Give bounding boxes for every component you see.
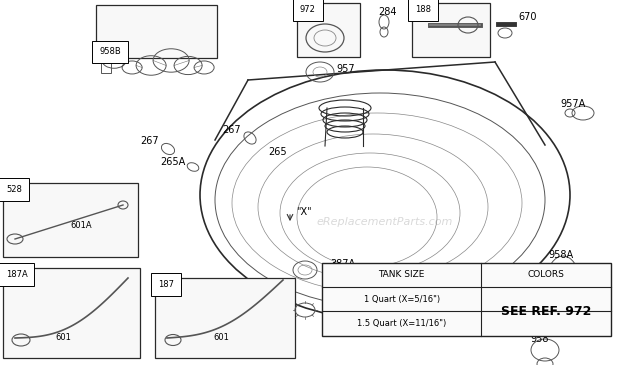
Text: 958: 958 — [530, 334, 549, 344]
Text: 387A: 387A — [330, 259, 355, 269]
Bar — [3, 183, 138, 257]
Bar — [412, 3, 490, 57]
Text: 267: 267 — [222, 125, 241, 135]
Bar — [3, 268, 140, 358]
Text: 601: 601 — [213, 333, 229, 342]
Text: 284: 284 — [378, 7, 397, 17]
Bar — [155, 278, 295, 358]
Text: 972: 972 — [300, 5, 316, 14]
Bar — [96, 5, 217, 58]
Text: 528: 528 — [6, 185, 22, 194]
Text: "X": "X" — [296, 207, 312, 217]
Text: 265: 265 — [268, 147, 286, 157]
Text: 187: 187 — [158, 280, 174, 289]
Text: 1 Quart (X=5/16"): 1 Quart (X=5/16") — [363, 295, 440, 304]
Bar — [101, 54, 111, 73]
Text: 265A: 265A — [160, 157, 185, 167]
Text: 958B: 958B — [99, 47, 121, 57]
Text: COLORS: COLORS — [528, 270, 564, 280]
Text: 188: 188 — [415, 5, 431, 14]
Text: 353A: 353A — [326, 299, 351, 309]
Text: 670: 670 — [518, 12, 536, 22]
Text: eReplacementParts.com: eReplacementParts.com — [317, 217, 453, 227]
Text: 958A: 958A — [548, 250, 573, 260]
Text: 601: 601 — [55, 333, 71, 342]
Text: 957: 957 — [336, 64, 355, 74]
Text: 267: 267 — [140, 136, 159, 146]
Text: SEE REF. 972: SEE REF. 972 — [500, 305, 591, 318]
Text: 601A: 601A — [70, 221, 92, 230]
Bar — [297, 3, 360, 57]
Text: 187A: 187A — [6, 270, 28, 279]
Text: 1.5 Quart (X=11/16"): 1.5 Quart (X=11/16") — [357, 319, 446, 328]
Text: TANK SIZE: TANK SIZE — [378, 270, 425, 280]
Bar — [322, 263, 611, 336]
Text: 957A: 957A — [560, 99, 585, 109]
